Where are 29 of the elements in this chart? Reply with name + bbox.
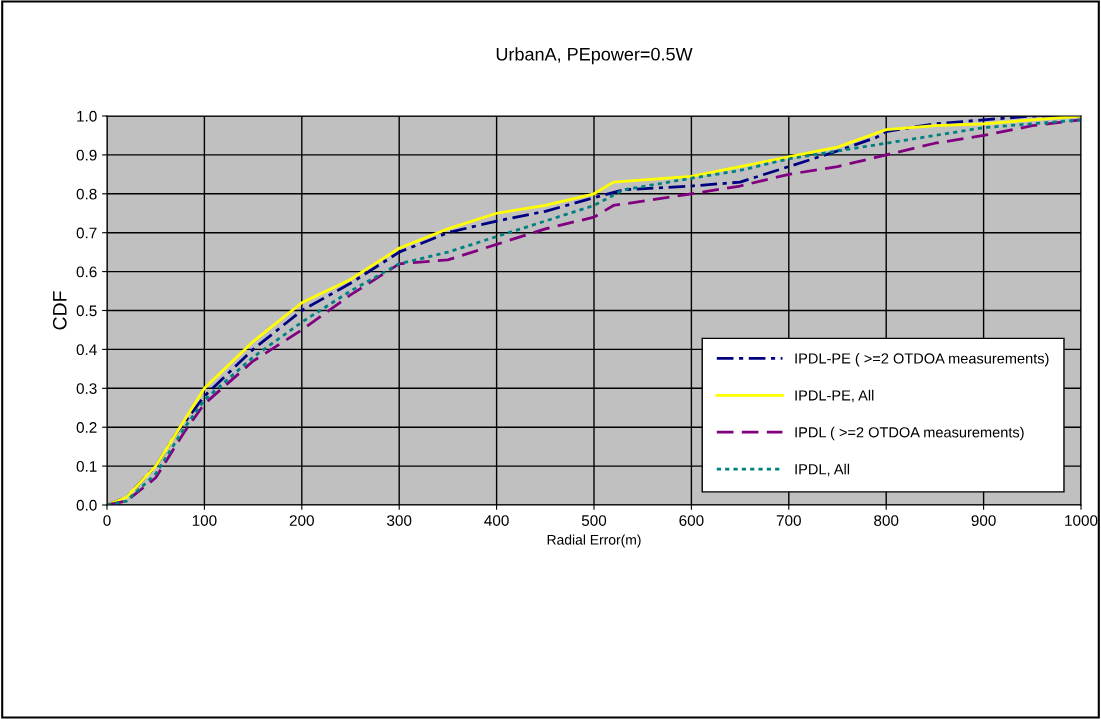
y-tick-label: 0.5 xyxy=(76,305,97,317)
x-tick-label: 0 xyxy=(103,515,111,526)
y-axis-title: CDF xyxy=(52,291,67,330)
x-tick-label: 400 xyxy=(484,515,509,526)
x-tick-label: 100 xyxy=(192,515,217,526)
x-tick-label: 1000 xyxy=(1065,515,1098,526)
x-tick-label: 900 xyxy=(971,515,996,526)
y-tick-label: 0.3 xyxy=(76,383,97,394)
x-tick-label: 500 xyxy=(581,515,607,526)
x-tick-label: 600 xyxy=(679,515,704,526)
legend-label: IPDL ( >=2 OTDOA measurements) xyxy=(795,426,1024,441)
y-tick-label: 0.7 xyxy=(76,227,97,239)
y-tick-label: 0.4 xyxy=(76,344,97,356)
x-tick-label: 700 xyxy=(776,515,801,526)
x-axis-title: Radial Error(m) xyxy=(547,534,641,548)
y-tick-label: 0.9 xyxy=(76,149,97,161)
y-tick-label: 0.8 xyxy=(76,188,97,200)
legend-label: IPDL-PE ( >=2 OTDOA measurements) xyxy=(795,352,1049,367)
y-tick-label: 0.0 xyxy=(76,499,97,511)
legend-label: IPDL-PE, All xyxy=(795,389,874,403)
x-tick-label: 200 xyxy=(289,515,314,526)
legend-label: IPDL, All xyxy=(795,463,850,477)
y-tick-label: 0.1 xyxy=(76,460,97,472)
x-tick-label: 800 xyxy=(874,515,899,526)
chart-title: UrbanA, PEpower=0.5W xyxy=(496,47,693,65)
x-tick-label: 300 xyxy=(387,515,412,526)
y-tick-label: 0.2 xyxy=(76,422,97,433)
y-tick-label: 1.0 xyxy=(77,110,97,122)
y-tick-label: 0.6 xyxy=(76,266,97,278)
